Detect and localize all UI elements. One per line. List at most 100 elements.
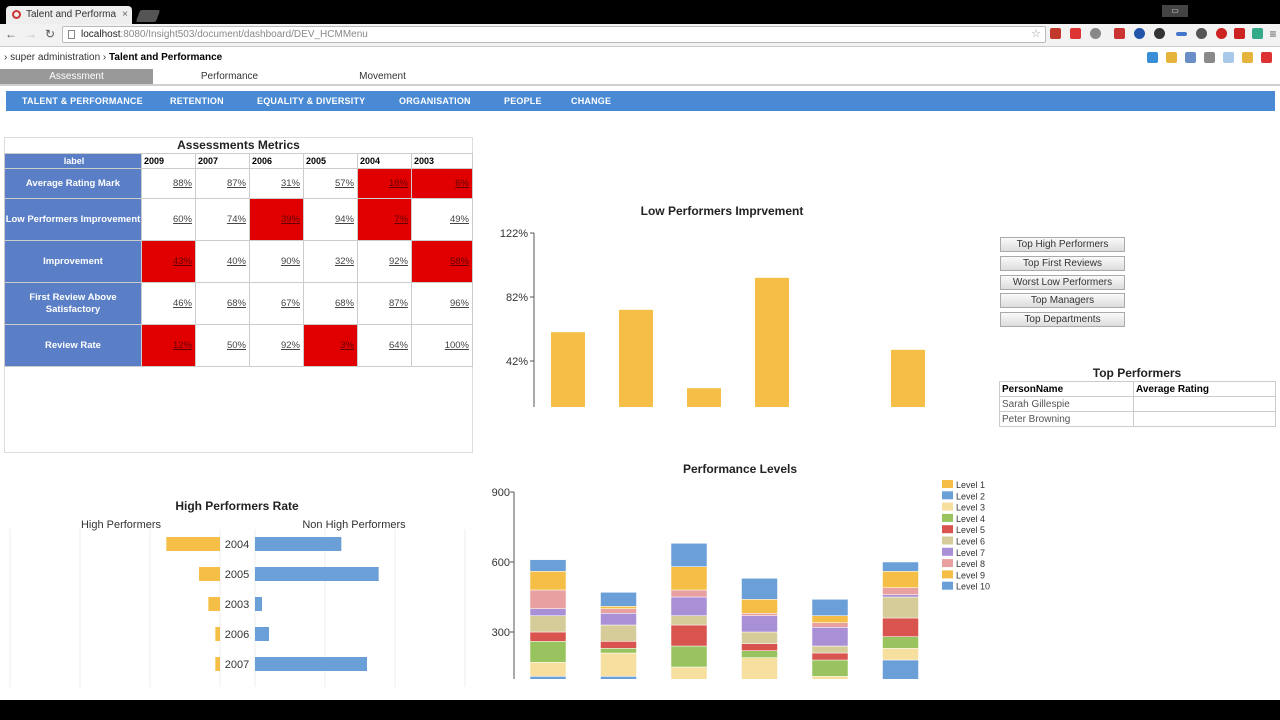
metric-value-cell[interactable]: 60% — [141, 198, 196, 241]
metric-value-cell[interactable]: 57% — [303, 168, 358, 199]
top-departments-button[interactable]: Top Departments — [1000, 312, 1125, 327]
extension-icon[interactable] — [1234, 28, 1245, 39]
metric-value-cell[interactable]: 49% — [411, 198, 473, 241]
metric-value-cell[interactable]: 31% — [249, 168, 304, 199]
average-rating-cell — [1133, 396, 1276, 412]
menu-retention[interactable]: RETENTION — [170, 96, 224, 106]
extension-icon[interactable] — [1196, 28, 1207, 39]
metric-value-cell[interactable]: 46% — [141, 282, 196, 325]
stack-segment — [811, 645, 849, 654]
legend-label: Level 6 — [956, 537, 985, 547]
extension-icon[interactable] — [1114, 28, 1125, 39]
metric-value-cell[interactable]: 7% — [357, 198, 412, 241]
bar — [551, 332, 585, 407]
top-managers-button[interactable]: Top Managers — [1000, 293, 1125, 308]
export-icon[interactable] — [1184, 52, 1196, 63]
metric-value-cell[interactable]: 96% — [411, 282, 473, 325]
menu-change[interactable]: CHANGE — [571, 96, 612, 106]
extension-icon[interactable] — [1134, 28, 1145, 39]
metric-value-cell[interactable]: 58% — [411, 240, 473, 283]
print-icon[interactable] — [1203, 52, 1215, 63]
metric-value-cell[interactable]: 87% — [195, 168, 250, 199]
address-bar[interactable]: localhost:8080/Insight503/document/dashb… — [62, 26, 1046, 43]
refresh-icon[interactable] — [1165, 52, 1177, 63]
breadcrumb-root[interactable]: super administration — [10, 52, 101, 63]
menu-icon[interactable]: ≡ — [1269, 27, 1277, 41]
metric-value-cell[interactable]: 100% — [411, 324, 473, 367]
tab-performance[interactable]: Performance — [200, 71, 259, 82]
metric-value-cell[interactable]: 39% — [249, 198, 304, 241]
tab-close-icon[interactable]: × — [122, 9, 128, 20]
extension-icon[interactable] — [1216, 28, 1227, 39]
person-name-cell[interactable]: Peter Browning — [999, 411, 1134, 427]
stack-segment — [882, 636, 919, 649]
legend-label: Level 10 — [956, 582, 990, 592]
metric-value-cell[interactable]: 74% — [195, 198, 250, 241]
extension-icon[interactable] — [1176, 32, 1187, 36]
taskbar — [0, 700, 1280, 720]
metric-value-cell[interactable]: 18% — [357, 168, 412, 199]
year-header: 2004 — [357, 153, 412, 169]
top-performers-table: PersonName Average Rating Sarah Gillespi… — [999, 381, 1276, 427]
metric-value-cell[interactable]: 68% — [303, 282, 358, 325]
metric-value-cell[interactable]: 64% — [357, 324, 412, 367]
stack-segment — [529, 662, 567, 677]
metric-value-cell[interactable]: 92% — [357, 240, 412, 283]
metric-value-cell[interactable]: 88% — [141, 168, 196, 199]
tab-assessment[interactable]: Assessment — [0, 69, 153, 84]
menu-organisation[interactable]: ORGANISATION — [399, 96, 471, 106]
main-menu: TALENT & PERFORMANCE RETENTION EQUALITY … — [6, 91, 1275, 111]
category-label: 2005 — [225, 569, 249, 581]
metric-value-cell[interactable]: 3% — [303, 324, 358, 367]
metric-value-cell[interactable]: 43% — [141, 240, 196, 283]
url-path: :8080/Insight503/document/dashboard/DEV_… — [120, 29, 368, 40]
browser-tab[interactable]: Talent and Performa × — [6, 6, 132, 24]
reload-icon[interactable]: ↻ — [44, 27, 56, 41]
extension-icon[interactable] — [1090, 28, 1101, 39]
menu-people[interactable]: PEOPLE — [504, 96, 542, 106]
close-icon[interactable] — [1261, 52, 1272, 63]
bar-non-high-performers — [255, 567, 379, 581]
metric-value-cell[interactable]: 94% — [303, 198, 358, 241]
extension-icon[interactable] — [1252, 28, 1263, 39]
stack-segment — [811, 627, 849, 647]
window-control-icon[interactable]: ▭ — [1162, 5, 1188, 17]
tab-movement[interactable]: Movement — [359, 71, 406, 82]
metric-value-cell[interactable]: 6% — [411, 168, 473, 199]
menu-equality-diversity[interactable]: EQUALITY & DIVERSITY — [257, 96, 366, 106]
top-first-reviews-button[interactable]: Top First Reviews — [1000, 256, 1125, 271]
metric-value-cell[interactable]: 68% — [195, 282, 250, 325]
metric-value-cell[interactable]: 92% — [249, 324, 304, 367]
metric-value-cell[interactable]: 32% — [303, 240, 358, 283]
worst-low-performers-button[interactable]: Worst Low Performers — [1000, 275, 1125, 290]
new-tab-button[interactable] — [135, 10, 161, 22]
stack-segment — [811, 622, 849, 628]
window-icon[interactable] — [1222, 52, 1234, 63]
metric-value-cell[interactable]: 12% — [141, 324, 196, 367]
menu-talent-performance[interactable]: TALENT & PERFORMANCE — [22, 96, 143, 106]
back-arrow-icon[interactable]: ← — [5, 27, 17, 41]
metric-value-cell[interactable]: 67% — [249, 282, 304, 325]
forward-arrow-icon[interactable]: → — [25, 27, 37, 41]
pdf-extension-icon[interactable] — [1070, 28, 1081, 39]
stack-segment — [741, 613, 778, 616]
table-row[interactable]: Peter Browning — [999, 411, 1276, 427]
column-header: PersonName — [999, 381, 1134, 397]
metric-value-cell[interactable]: 50% — [195, 324, 250, 367]
extension-icon[interactable] — [1050, 28, 1061, 39]
metric-value-cell[interactable]: 40% — [195, 240, 250, 283]
filter-icon[interactable] — [1146, 52, 1158, 63]
stack-segment — [529, 641, 567, 663]
bookmark-star-icon[interactable]: ☆ — [1031, 28, 1041, 40]
stack-segment — [670, 589, 708, 598]
top-high-performers-button[interactable]: Top High Performers — [1000, 237, 1125, 252]
stack-segment — [600, 606, 637, 609]
folder-icon[interactable] — [1241, 52, 1253, 63]
table-row[interactable]: Sarah Gillespie — [999, 396, 1276, 412]
page-doc-icon — [68, 30, 75, 39]
y-tick-label: 122% — [500, 228, 528, 240]
extension-icon[interactable] — [1154, 28, 1165, 39]
person-name-cell[interactable]: Sarah Gillespie — [999, 396, 1134, 412]
metric-value-cell[interactable]: 87% — [357, 282, 412, 325]
metric-value-cell[interactable]: 90% — [249, 240, 304, 283]
